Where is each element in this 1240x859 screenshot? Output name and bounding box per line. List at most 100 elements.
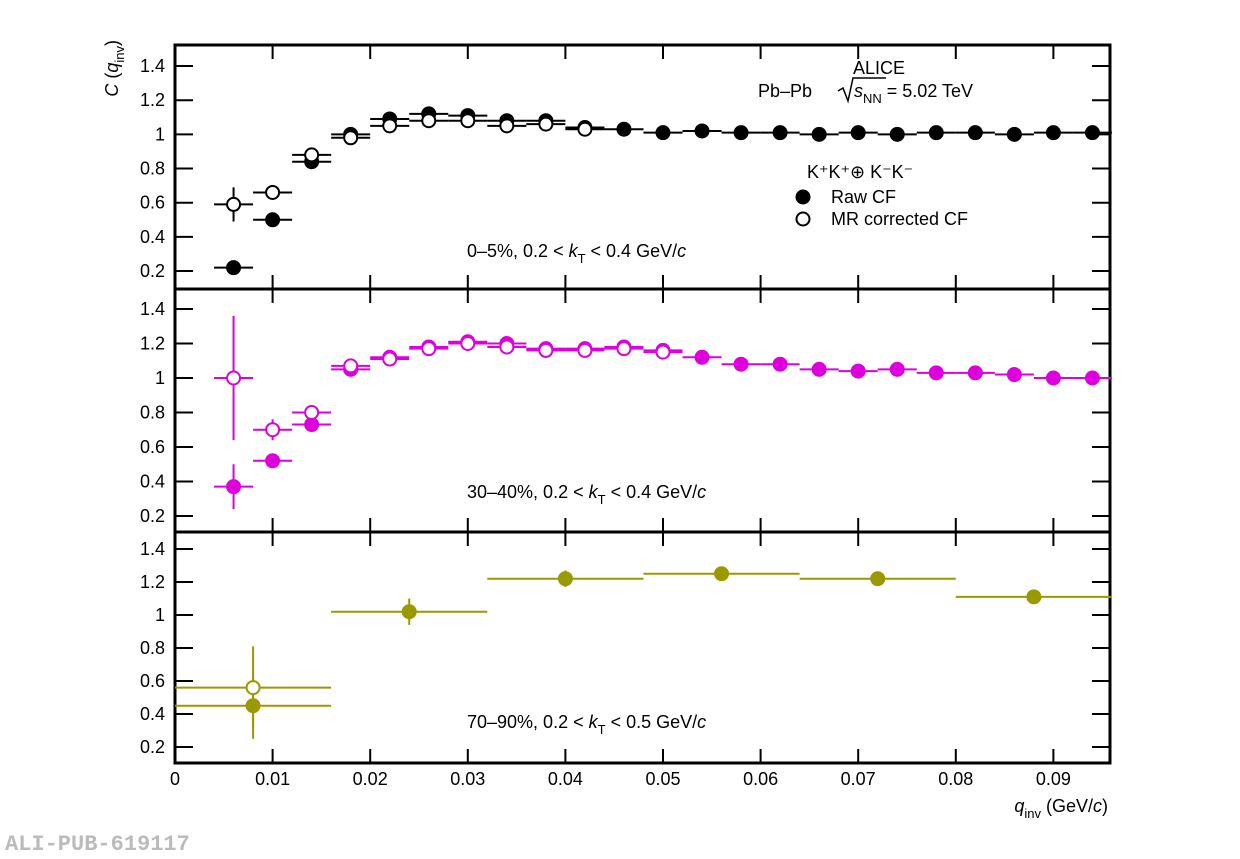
- marker: [226, 479, 242, 495]
- marker: [265, 212, 281, 228]
- x-tick-label: 0.04: [548, 769, 583, 789]
- marker: [772, 356, 788, 372]
- x-tick-label: 0.03: [450, 769, 485, 789]
- annotation-part: c: [697, 482, 706, 502]
- marker: [577, 121, 593, 137]
- marker: [382, 351, 398, 367]
- marker: [655, 125, 671, 141]
- y-axis-label-part: (: [102, 73, 122, 84]
- energy-label-part: = 5.02 TeV: [882, 81, 973, 101]
- annotation-part: < 0.5 GeV/: [606, 712, 698, 732]
- marker: [870, 571, 886, 587]
- y-tick-label: 0.6: [140, 671, 165, 691]
- annotation-part: c: [677, 241, 686, 261]
- marker: [850, 363, 866, 379]
- y-tick-label: 0.2: [140, 737, 165, 757]
- y-tick-label: 0.8: [140, 159, 165, 179]
- x-axis-label: qinv (GeV/c): [1014, 796, 1108, 821]
- marker: [265, 453, 281, 469]
- y-tick-label: 1.4: [140, 299, 165, 319]
- marker: [499, 339, 515, 355]
- y-tick-label: 0.4: [140, 471, 165, 491]
- annotation: 70–90%, 0.2 < kT < 0.5 GeV/c: [467, 712, 706, 737]
- marker: [460, 335, 476, 351]
- annotation: 30–40%, 0.2 < kT < 0.4 GeV/c: [467, 482, 706, 507]
- x-tick-label: 0.06: [743, 769, 778, 789]
- annotation-part: c: [697, 712, 706, 732]
- y-tick-label: 1: [155, 605, 165, 625]
- y-tick-label: 0.8: [140, 638, 165, 658]
- x-tick-label: 0.05: [645, 769, 680, 789]
- sqrt-sign: [837, 77, 886, 104]
- y-tick-label: 1: [155, 124, 165, 144]
- annotation-part: < 0.4 GeV/: [606, 482, 698, 502]
- x-tick-label: 0.09: [1036, 769, 1071, 789]
- y-tick-label: 1.4: [140, 539, 165, 559]
- marker: [928, 365, 944, 381]
- marker: [811, 361, 827, 377]
- marker: [265, 422, 281, 438]
- y-tick-label: 0.2: [140, 506, 165, 526]
- marker: [889, 361, 905, 377]
- marker: [304, 417, 320, 433]
- y-tick-label: 1.2: [140, 572, 165, 592]
- legend-label: Raw CF: [831, 187, 896, 207]
- annotation: 0–5%, 0.2 < kT < 0.4 GeV/c: [467, 241, 686, 266]
- y-tick-label: 1.2: [140, 333, 165, 353]
- y-tick-label: 0.2: [140, 261, 165, 281]
- marker: [694, 349, 710, 365]
- annotation-part: 0–5%, 0.2 <: [467, 241, 569, 261]
- marker: [421, 341, 437, 357]
- marker: [538, 342, 554, 358]
- annotation-part: k: [589, 712, 599, 732]
- marker: [772, 125, 788, 141]
- y-tick-label: 0.6: [140, 437, 165, 457]
- marker: [226, 370, 242, 386]
- marker: [967, 365, 983, 381]
- legend-label: MR corrected CF: [831, 209, 968, 229]
- annotation-part: 70–90%, 0.2 <: [467, 712, 589, 732]
- marker: [1045, 125, 1061, 141]
- legend-marker: [795, 189, 811, 205]
- y-tick-label: 0.8: [140, 402, 165, 422]
- x-tick-label: 0.01: [255, 769, 290, 789]
- marker: [304, 147, 320, 163]
- y-axis-label-part: inv: [112, 46, 127, 63]
- y-tick-label: 0.4: [140, 704, 165, 724]
- y-tick-label: 0.6: [140, 193, 165, 213]
- marker: [616, 341, 632, 357]
- y-tick-label: 0.4: [140, 227, 165, 247]
- x-tick-label: 0.08: [938, 769, 973, 789]
- y-tick-label: 1.2: [140, 90, 165, 110]
- marker: [460, 113, 476, 129]
- y-tick-label: 1.4: [140, 56, 165, 76]
- x-tick-label: 0.02: [353, 769, 388, 789]
- system-label: Pb–Pb: [758, 81, 812, 101]
- x-axis-label-part: inv: [1024, 806, 1041, 821]
- marker: [382, 118, 398, 134]
- energy-label: sNN = 5.02 TeV: [854, 81, 973, 106]
- experiment-label: ALICE: [853, 58, 905, 78]
- marker: [733, 125, 749, 141]
- marker: [928, 125, 944, 141]
- marker: [343, 130, 359, 146]
- x-axis-label-part: (GeV/: [1041, 796, 1093, 816]
- marker: [304, 404, 320, 420]
- x-axis-label-part: c: [1093, 796, 1102, 816]
- marker: [538, 116, 554, 132]
- marker: [226, 260, 242, 276]
- footer: ALI-PUB-619117: [5, 832, 190, 857]
- marker: [1006, 126, 1022, 142]
- y-axis-label-part: q: [102, 63, 122, 73]
- marker: [694, 123, 710, 139]
- annotation-part: k: [589, 482, 599, 502]
- marker: [1006, 367, 1022, 383]
- marker: [1045, 370, 1061, 386]
- y-tick-label: 1: [155, 368, 165, 388]
- marker: [499, 118, 515, 134]
- marker: [557, 571, 573, 587]
- marker: [1084, 370, 1100, 386]
- annotation-part: T: [578, 251, 586, 266]
